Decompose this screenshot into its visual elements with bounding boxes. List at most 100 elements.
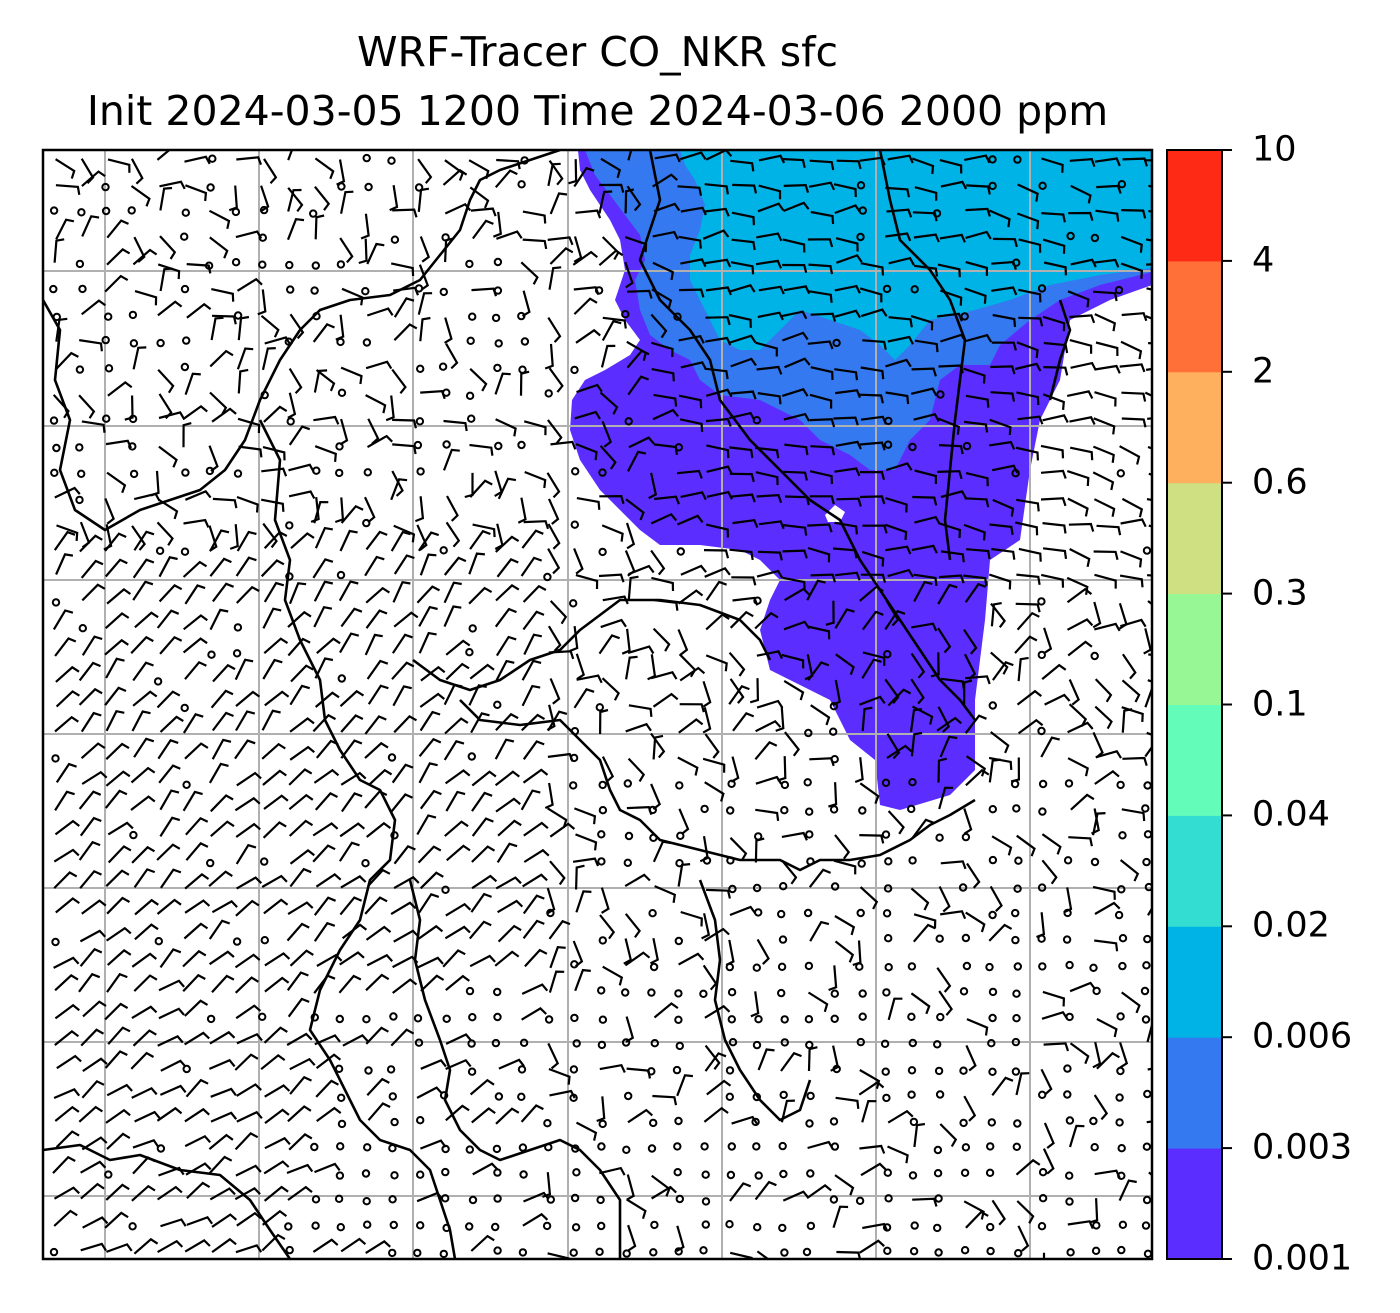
- wind-barb: [650, 937, 659, 965]
- wind-barb: [340, 607, 363, 628]
- wind-barb: [264, 1136, 291, 1150]
- wind-barb: [418, 264, 430, 291]
- wind-barb: [834, 309, 862, 319]
- wind-barb: [940, 550, 965, 563]
- wind-barb: [364, 715, 387, 735]
- wind-barb: [289, 867, 312, 888]
- wind-barb: [937, 583, 958, 605]
- wind-barb: [182, 405, 208, 421]
- wind-barb: [106, 949, 132, 966]
- wind-barb: [104, 558, 128, 578]
- calm-wind-marker: [725, 1066, 735, 1075]
- wind-barb: [131, 1086, 158, 1099]
- wind-barb: [55, 1130, 80, 1148]
- wind-barb: [81, 215, 100, 237]
- calm-wind-marker: [1037, 1222, 1047, 1231]
- wind-barb: [262, 658, 283, 680]
- wind-barb: [339, 951, 365, 966]
- calm-wind-marker: [544, 389, 553, 398]
- colorbar-tick-label: 4: [1252, 240, 1275, 281]
- wind-barb: [777, 756, 787, 782]
- calm-wind-marker: [676, 831, 685, 840]
- wind-barb: [1121, 808, 1146, 822]
- calm-wind-marker: [675, 1194, 684, 1204]
- wind-barb: [52, 1155, 76, 1174]
- wind-barb: [756, 699, 784, 709]
- wind-barb: [601, 420, 613, 448]
- wind-barb: [1041, 663, 1067, 680]
- calm-wind-marker: [362, 1015, 371, 1024]
- wind-barb: [1094, 157, 1121, 167]
- wind-barb: [1120, 518, 1147, 528]
- wind-barb: [706, 888, 731, 899]
- wind-barb: [755, 471, 779, 486]
- wind-barb: [157, 369, 175, 394]
- calm-wind-marker: [285, 1245, 294, 1255]
- calm-wind-marker: [572, 1039, 581, 1048]
- calm-wind-marker: [672, 1065, 682, 1075]
- wind-barb: [784, 495, 810, 506]
- wind-barb: [910, 678, 925, 705]
- wind-barb: [287, 392, 297, 419]
- calm-wind-marker: [310, 286, 319, 295]
- calm-wind-marker: [699, 989, 708, 998]
- wind-barb: [131, 525, 146, 551]
- calm-wind-marker: [883, 1168, 892, 1177]
- wind-barb: [312, 323, 335, 343]
- wind-barb: [835, 653, 855, 675]
- wind-barb: [548, 159, 564, 186]
- wind-barb: [963, 808, 973, 835]
- wind-barb: [263, 158, 278, 185]
- calm-wind-marker: [569, 1065, 579, 1074]
- wind-barb: [965, 394, 990, 408]
- wind-barb: [286, 218, 305, 241]
- wind-barb: [186, 1215, 213, 1226]
- wind-barb: [654, 599, 679, 611]
- wind-barb: [705, 258, 732, 268]
- wind-barb: [236, 585, 260, 604]
- wind-barb: [339, 689, 365, 708]
- wind-barb: [132, 346, 147, 370]
- calm-wind-marker: [519, 1170, 528, 1179]
- calm-wind-marker: [493, 286, 503, 295]
- wind-barb: [340, 739, 363, 759]
- wind-barb: [159, 948, 182, 969]
- wind-barb: [1067, 640, 1093, 657]
- calm-wind-marker: [494, 1092, 504, 1101]
- calm-wind-marker: [936, 1012, 945, 1022]
- calm-wind-marker: [805, 807, 814, 816]
- wind-barb: [1094, 939, 1119, 952]
- wind-barb: [1017, 415, 1044, 425]
- wind-barb: [990, 365, 1016, 375]
- wind-barb: [104, 686, 127, 706]
- calm-wind-marker: [986, 1222, 995, 1232]
- calm-wind-marker: [987, 1039, 996, 1048]
- calm-wind-marker: [570, 1193, 580, 1203]
- wind-barb: [781, 831, 808, 841]
- wind-barb: [159, 267, 173, 292]
- wind-barb: [184, 899, 211, 914]
- colorbar-segment: [1167, 704, 1222, 816]
- wind-barb: [80, 1242, 107, 1252]
- wind-barb: [1120, 235, 1143, 253]
- wind-barb: [419, 871, 444, 890]
- calm-wind-marker: [598, 806, 608, 815]
- wind-barb: [208, 1133, 234, 1150]
- calm-wind-marker: [858, 806, 867, 815]
- wind-barb: [938, 364, 964, 374]
- calm-wind-marker: [416, 1116, 425, 1125]
- wind-barb: [1041, 859, 1058, 885]
- wind-barb: [287, 637, 311, 657]
- wind-barb: [964, 497, 990, 508]
- wind-barb: [52, 394, 70, 419]
- wind-barb: [158, 411, 186, 420]
- wind-barb: [80, 711, 102, 733]
- wind-barb: [211, 900, 238, 914]
- wind-barb: [650, 671, 678, 680]
- calm-wind-marker: [78, 284, 87, 294]
- wind-barb: [212, 663, 236, 683]
- wind-barb: [237, 417, 261, 434]
- wind-barb: [185, 184, 208, 202]
- calm-wind-marker: [1012, 1142, 1021, 1152]
- wind-barb: [1093, 498, 1116, 517]
